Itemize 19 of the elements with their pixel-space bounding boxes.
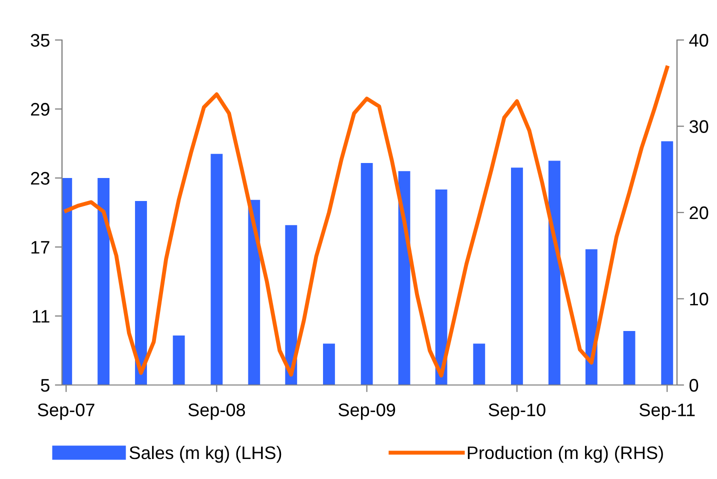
y-tick-label: 17 <box>31 241 50 254</box>
legend-label: Sales (m kg) (LHS) <box>130 446 282 463</box>
y2-tick-label: 20 <box>690 206 708 220</box>
y2-tick-label: 40 <box>689 34 708 47</box>
y-tick-label: 23 <box>31 172 50 185</box>
y2-tick-label: 30 <box>689 120 708 133</box>
y-tick-label: 5 <box>40 379 50 392</box>
y-tick-label: 11 <box>32 310 50 323</box>
x-tick-label: Sep-10 <box>488 404 546 420</box>
x-tick-label: Sep-07 <box>38 404 94 420</box>
y-tick-label: 29 <box>31 102 50 116</box>
x-tick-label: Sep-09 <box>338 404 396 420</box>
legend-label: Production (m kg) (RHS) <box>468 446 663 463</box>
x-tick-label: Sep-08 <box>188 404 246 420</box>
y-tick-label: 35 <box>30 34 50 47</box>
y2-tick-label: 0 <box>690 378 698 392</box>
line-series <box>64 66 670 378</box>
x-tick-label: Sep-11 <box>640 404 695 420</box>
y2-tick-label: 10 <box>690 292 708 306</box>
